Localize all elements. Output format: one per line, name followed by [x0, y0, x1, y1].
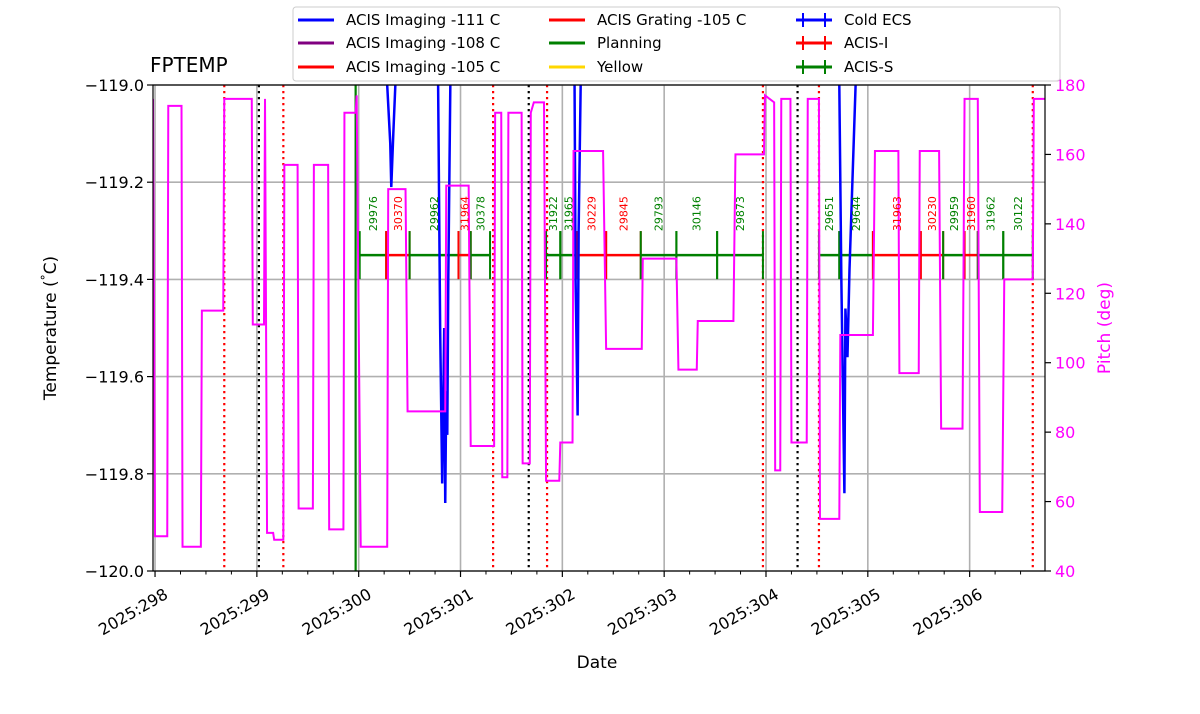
legend-item[interactable]: ACIS Imaging -111 C — [298, 11, 500, 29]
temperature-trace — [385, 85, 397, 188]
obsid-label: 30230 — [926, 196, 939, 231]
right-y-tick-label: 60 — [1055, 493, 1075, 512]
legend-item[interactable]: ACIS-S — [796, 58, 893, 76]
obsid-label: 31963 — [891, 196, 904, 231]
obsid-label: 29651 — [823, 196, 836, 231]
legend-item[interactable]: ACIS Imaging -105 C — [298, 58, 500, 76]
x-axis-label: Date — [577, 653, 618, 673]
obsid-label: 29873 — [734, 196, 747, 231]
legend-item[interactable]: Planning — [549, 34, 662, 52]
right-y-tick-label: 180 — [1055, 76, 1086, 95]
legend-item[interactable]: Yellow — [549, 58, 643, 76]
x-tick-label: 2025:301 — [401, 584, 477, 639]
right-y-axis-ticks: 40 60 80 100 120 140 160 180 — [1045, 76, 1086, 581]
right-y-tick-label: 160 — [1055, 145, 1086, 164]
x-tick-label: 2025:304 — [706, 584, 782, 639]
temperature-trace — [436, 85, 452, 503]
legend-item[interactable]: ACIS Grating -105 C — [549, 11, 746, 29]
x-tick-label: 2025:298 — [95, 584, 171, 639]
legend-item[interactable]: ACIS-I — [796, 34, 888, 52]
obsid-label: 30229 — [585, 196, 598, 231]
y-tick-label: −119.8 — [85, 465, 144, 484]
x-axis-ticks: 2025:298 2025:299 2025:300 2025:301 2025:302… — [95, 571, 1022, 639]
obsid-label: 29793 — [653, 196, 666, 231]
obsid-label: 30146 — [691, 196, 704, 231]
obsid-label: 31922 — [547, 196, 560, 231]
legend-label: Cold ECS — [844, 11, 912, 29]
obsid-label: 30378 — [474, 196, 487, 231]
obsid-label: 30122 — [1012, 196, 1025, 231]
temperature-trace — [838, 85, 857, 494]
y-tick-label: −119.6 — [85, 368, 144, 387]
obsid-label: 29845 — [617, 196, 630, 231]
y-axis-ticks: −119.0 −119.2 −119.4 −119.6 −119.8 −120.0 — [85, 76, 153, 581]
legend-item[interactable]: ACIS Imaging -108 C — [298, 34, 500, 52]
obsid-label: 30370 — [392, 196, 405, 231]
y-tick-label: −119.0 — [85, 76, 144, 95]
legend-label: Yellow — [596, 58, 643, 76]
obsid-label: 29959 — [948, 196, 961, 231]
x-tick-label: 2025:303 — [604, 584, 680, 639]
gridlines — [153, 84, 1045, 572]
legend-label: ACIS Imaging -108 C — [346, 34, 500, 52]
right-y-tick-label: 40 — [1055, 562, 1075, 581]
x-tick-label: 2025:302 — [502, 584, 578, 639]
legend-box — [292, 6, 1061, 82]
y-tick-label: −119.2 — [85, 173, 144, 192]
right-y-tick-label: 140 — [1055, 215, 1086, 234]
y-tick-label: −119.4 — [85, 270, 144, 289]
obsid-label: 29644 — [850, 196, 863, 231]
x-tick-label: 2025:299 — [197, 584, 273, 639]
pitch-trace — [153, 93, 1045, 548]
plot-area: 29976 30370 29962 31964 30378 31922 31965 30229… — [153, 85, 1045, 571]
y-axis-label: Temperature (°C) — [39, 256, 61, 401]
chart-title: FPTEMP — [150, 53, 228, 77]
legend-label: ACIS Grating -105 C — [597, 11, 746, 29]
right-y-axis-label: Pitch (deg) — [1095, 282, 1115, 374]
temperature-trace — [573, 85, 582, 416]
obsid-label: 31964 — [459, 196, 472, 231]
plot-clip-group — [153, 85, 1045, 571]
right-y-tick-label: 120 — [1055, 284, 1086, 303]
legend-label: ACIS Imaging -111 C — [346, 11, 500, 29]
y-tick-label: −120.0 — [85, 562, 144, 581]
legend-label: ACIS-S — [844, 58, 893, 76]
legend-label: Planning — [597, 34, 662, 52]
legend-item[interactable]: Cold ECS — [796, 11, 912, 29]
obsid-label: 31962 — [985, 196, 998, 231]
legend-label: ACIS-I — [844, 34, 888, 52]
obsid-label: 29962 — [428, 196, 441, 231]
legend-label: ACIS Imaging -105 C — [346, 58, 500, 76]
obsid-label: 31960 — [965, 196, 978, 231]
axes-frame — [152, 84, 1046, 572]
x-tick-label: 2025:306 — [910, 584, 986, 639]
right-y-tick-label: 100 — [1055, 354, 1086, 373]
legend: ACIS Imaging -111 C ACIS Imaging -108 C AC… — [292, 6, 1061, 82]
x-tick-label: 2025:305 — [808, 584, 884, 639]
x-tick-label: 2025:300 — [299, 584, 375, 639]
obsid-label: 31965 — [562, 196, 575, 231]
obsid-label: 29976 — [367, 196, 380, 231]
right-y-tick-label: 80 — [1055, 423, 1075, 442]
